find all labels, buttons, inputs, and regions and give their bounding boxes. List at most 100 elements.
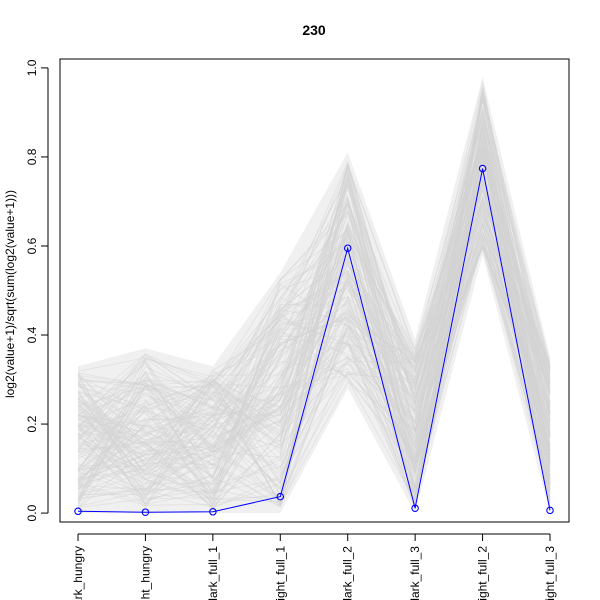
background-line [77,148,551,471]
background-line [77,92,551,506]
background-lines [77,76,551,514]
series-point [74,507,82,516]
background-line [77,222,551,504]
background-line [77,203,551,505]
x-tick-label: dark_hungry [71,546,85,600]
background-line [77,222,551,507]
background-line [77,143,551,485]
background-line [77,107,551,483]
background-line [77,111,551,484]
background-line [77,140,551,507]
x-tick-label: dark_full_1 [206,546,220,600]
background-line [77,153,551,488]
background-line [77,143,551,509]
background-line [77,195,551,480]
background-line [77,130,551,461]
background-line [77,206,551,498]
y-tick-label: 0.2 [25,415,39,432]
background-line [77,101,551,502]
background-line [77,121,551,463]
background-line [77,97,551,423]
background-line [77,167,551,506]
background-line [77,157,551,470]
background-line [77,238,551,500]
background-line [77,91,551,468]
background-line [77,187,551,447]
background-line [77,123,551,500]
background-line [77,106,551,509]
background-line [77,88,551,504]
background-line [77,96,551,498]
background-line [77,157,551,469]
background-line [77,111,551,500]
background-line [77,213,551,481]
background-line [77,126,551,481]
y-tick-label: 0.8 [25,148,39,165]
background-line [77,156,551,492]
background-line [77,119,551,479]
background-line [77,194,551,509]
background-line [77,147,551,510]
background-line [77,114,551,494]
plot-frame [59,58,570,523]
background-line [77,230,551,495]
background-line [77,141,551,485]
x-tick-label: light_full_2 [476,546,490,600]
background-line [77,114,551,507]
background-line [77,160,551,505]
background-line [77,137,551,509]
background-line [77,136,551,480]
background-line [77,172,551,486]
background-line [77,138,551,506]
background-line [77,210,551,507]
background-line [77,162,551,454]
background-line [77,176,551,472]
background-line [77,214,551,492]
background-line [77,209,551,498]
background-line [77,168,551,496]
chart-title: 230 [302,22,326,38]
background-line [77,87,551,460]
background-line [77,99,551,503]
background-line [77,181,551,495]
background-line [77,151,551,509]
background-line [77,230,551,501]
background-line [77,173,551,508]
background-line [77,111,551,509]
background-line [77,240,551,496]
background-line [77,159,551,446]
background-line [77,151,551,498]
background-line [77,141,551,502]
background-line [77,197,551,490]
background-line [77,235,551,497]
background-line [77,149,551,468]
background-line [77,137,551,486]
background-line [77,136,551,501]
background-line [77,151,551,509]
series-point [343,244,352,252]
background-line [77,110,551,458]
background-line [77,202,551,498]
background-line [77,237,551,510]
background-line [77,125,551,464]
series-point [209,508,217,516]
x-tick-label: light_hungry [138,546,152,600]
y-tick-label: 0.4 [25,326,39,343]
series-layer [74,164,554,516]
background-line [77,178,551,507]
background-line [77,95,551,456]
background-line [77,98,551,460]
background-line [77,168,551,502]
background-line [77,189,551,509]
background-line [77,126,551,510]
background-line [77,219,551,462]
background-line [77,201,551,483]
series-point [546,506,554,515]
background-line [77,109,551,485]
background-line [77,240,551,486]
x-tick-label: light_full_1 [273,546,287,600]
background-line [77,236,551,496]
background-line [77,216,551,493]
